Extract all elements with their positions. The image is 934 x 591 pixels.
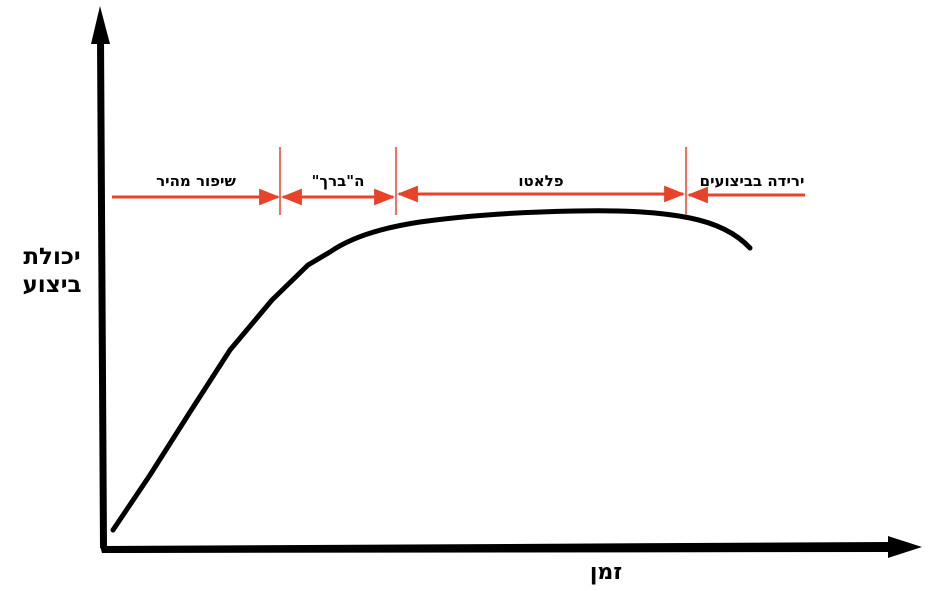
y-axis-label-line2: ביצוע: [22, 272, 81, 298]
phase-label-knee: ה"ברך": [312, 172, 365, 190]
phase-label-plateau: פלאטו: [518, 172, 563, 190]
y-axis-arrowhead: [91, 6, 110, 44]
performance-curve: [110, 208, 753, 533]
x-axis-label: זמן: [590, 560, 622, 585]
y-axis-label-line1: יכולת: [23, 244, 80, 270]
x-axis-line: [100, 542, 896, 553]
y-axis-line: [97, 38, 107, 548]
phase-label-decline: ירידה בביצועים: [700, 172, 805, 190]
phase-label-rapid-improvement: שיפור מהיר: [156, 172, 236, 190]
x-axis-arrowhead: [888, 536, 922, 558]
